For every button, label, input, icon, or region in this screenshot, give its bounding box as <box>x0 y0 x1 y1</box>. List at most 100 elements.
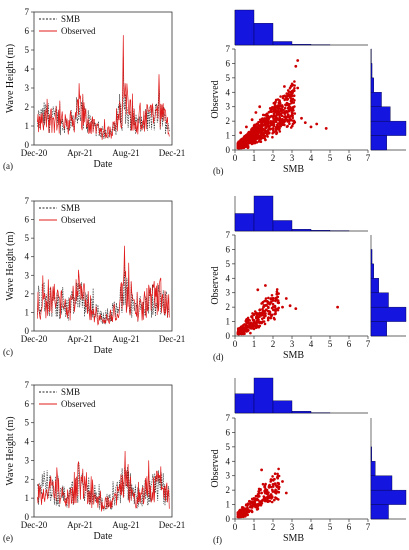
line-chart-3-y-tick-label: 4 <box>25 437 30 447</box>
line-chart-1-y-tick-label: 6 <box>25 26 30 36</box>
scatter-1-point <box>291 124 294 128</box>
line-chart-2-panel-label: (c) <box>3 347 13 357</box>
line-chart-3-x-tick-label: Apr-21 <box>67 520 93 530</box>
scatter-1-point <box>265 125 268 129</box>
scatter-1-y-tick-label: 5 <box>226 73 231 83</box>
scatter-2-point <box>288 304 292 308</box>
scatter-3-y-tick-label: 0 <box>226 514 231 524</box>
scatter-1-point <box>261 113 265 117</box>
scatter-2-y-tick-label: 3 <box>226 288 231 298</box>
scatter-1-point <box>267 111 271 114</box>
line-chart-3-y-tick-label: 3 <box>25 455 30 465</box>
scatter-2-point <box>256 321 260 324</box>
scatter-1-x-tick-label: 3 <box>290 153 295 163</box>
scatter-1-point <box>252 139 256 143</box>
scatter-2-y-tick-label: 5 <box>226 259 231 269</box>
scatter-2-point <box>262 305 265 309</box>
scatter-2-point <box>250 315 254 319</box>
scatter-1-hist-x-bar <box>234 9 255 46</box>
scatter-2-point <box>258 308 262 312</box>
scatter-1-hist-y-bar <box>370 120 407 136</box>
scatter-1-point <box>293 80 296 83</box>
scatter-1-point <box>239 145 242 149</box>
scatter-2-point <box>258 324 262 328</box>
scatter-2-x-tick-label: 3 <box>290 339 295 349</box>
scatter-3-point <box>269 493 273 496</box>
scatter-2-point <box>274 312 277 316</box>
scatter-3-point <box>251 503 255 507</box>
scatter-3-x-tick-label: 5 <box>328 522 333 532</box>
line-chart-2-y-tick-label: 7 <box>25 196 30 206</box>
scatter-1-point <box>267 125 271 129</box>
scatter-1-point <box>270 110 273 113</box>
scatter-1-point <box>252 128 256 132</box>
scatter-3-panel-label: (f) <box>213 535 222 545</box>
scatter-3-hist-y-bar <box>370 475 393 491</box>
line-chart-1-y-tick-label: 2 <box>25 102 30 112</box>
scatter-2-point <box>236 332 240 336</box>
scatter-1-point <box>290 108 294 111</box>
scatter-1-point <box>274 120 278 124</box>
scatter-1-point <box>246 132 250 136</box>
scatter-3-point <box>277 482 280 485</box>
scatter-1-point <box>248 134 251 138</box>
scatter-2-y-tick-label: 6 <box>226 244 231 254</box>
scatter-1-x-tick-label: 6 <box>347 153 352 163</box>
line-chart-2-x-tick-label: Apr-21 <box>67 334 93 344</box>
scatter-2-x-tick-label: 4 <box>309 339 314 349</box>
line-chart-1-x-tick-label: Aug-21 <box>112 148 140 158</box>
line-chart-3-y-tick-label: 2 <box>25 474 30 484</box>
scatter-2-point <box>256 317 260 321</box>
scatter-1-point <box>278 104 282 108</box>
scatter-1-point <box>281 105 284 109</box>
scatter-2-point <box>266 318 270 322</box>
scatter-1-point <box>267 128 270 131</box>
scatter-3-point <box>277 490 281 494</box>
scatter-3-x-tick-label: 3 <box>290 522 295 532</box>
scatter-1-point <box>284 96 288 100</box>
scatter-3-point <box>258 500 262 504</box>
line-chart-2-y-tick-label: 6 <box>25 215 30 225</box>
scatter-2-hist-y-bar <box>370 306 407 322</box>
scatter-2-point <box>246 316 250 320</box>
scatter-2-x-tick-label: 1 <box>252 339 257 349</box>
scatter-3-point <box>271 485 275 488</box>
scatter-2-point <box>264 314 267 318</box>
scatter-2-hist-x-bar <box>253 195 274 232</box>
scatter-3-hist-y-bar <box>370 446 372 462</box>
scatter-2-point <box>251 319 255 322</box>
scatter-3-y-tick-label: 7 <box>226 413 231 423</box>
scatter-2-point <box>246 328 250 332</box>
line-chart-2-y-tick-label: 4 <box>25 252 30 262</box>
scatter-2-point <box>263 312 267 315</box>
scatter-1-point <box>258 139 261 143</box>
scatter-3-point <box>260 491 263 495</box>
scatter-1-y-tick-label: 2 <box>226 116 231 126</box>
scatter-1-point <box>244 143 248 147</box>
line-chart-2-y-tick-label: 1 <box>25 307 30 317</box>
scatter-3-x-tick-label: 6 <box>347 522 352 532</box>
scatter-1-point <box>279 122 282 126</box>
scatter-1-point <box>283 94 287 98</box>
scatter-1-point <box>260 123 263 127</box>
scatter-2-hist-y-bar <box>370 292 389 308</box>
scatter-2-point <box>275 292 279 296</box>
scatter-2-point <box>273 308 277 312</box>
scatter-3-point <box>275 485 279 489</box>
scatter-2-y-tick-label: 7 <box>226 230 231 240</box>
scatter-1-point <box>277 126 280 130</box>
scatter-2-hist-x-bar <box>272 220 293 232</box>
scatter-1-point <box>250 118 254 122</box>
line-chart-1-y-tick-label: 7 <box>25 7 30 17</box>
scatter-2-point <box>264 303 268 307</box>
line-chart-1-y-tick-label: 5 <box>25 45 30 55</box>
scatter-3-point <box>263 485 266 489</box>
scatter-3-point <box>271 489 274 493</box>
scatter-1-point <box>249 132 253 136</box>
scatter-1-point <box>296 86 300 90</box>
scatter-1-point <box>237 146 240 150</box>
scatter-1-point <box>256 122 260 126</box>
line-chart-2-plot-area <box>33 200 173 332</box>
scatter-3-x-tick-label: 0 <box>233 522 238 532</box>
